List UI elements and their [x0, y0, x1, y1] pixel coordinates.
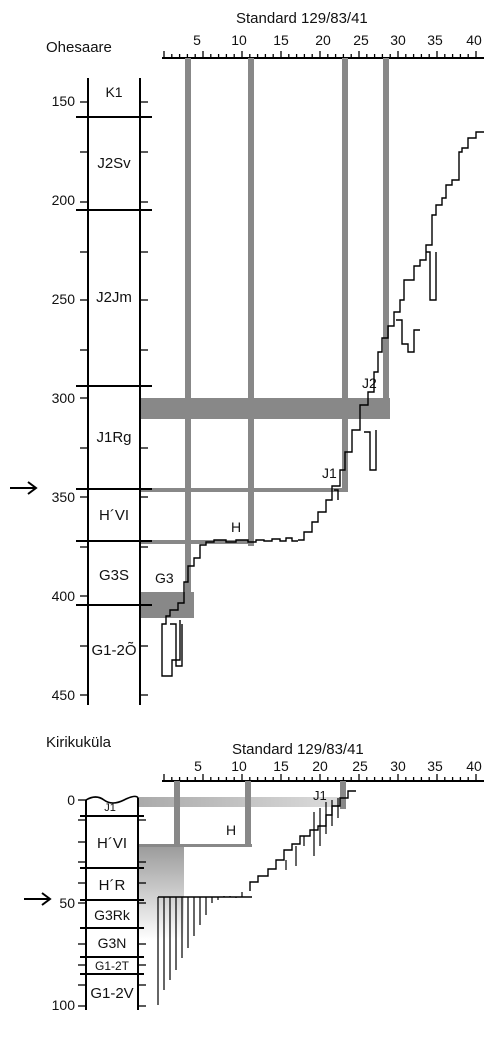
panel1-band-g3 — [185, 58, 191, 618]
panel1-unit-boundaries — [76, 116, 152, 606]
panel1-xtick-35: 35 — [427, 32, 443, 48]
panel2-xtick-20: 20 — [312, 758, 328, 774]
panel2-profile — [249, 790, 356, 891]
panel2-depth-100: 100 — [52, 997, 76, 1013]
panel2-unit-boundaries — [80, 815, 144, 975]
panel2-unit-g12t: G1-2T — [95, 959, 130, 973]
panel1-unit-j2jm: J2Jm — [96, 289, 132, 306]
panel1-unit-j2sv: J2Sv — [97, 155, 131, 172]
panel1-site-name: Ohesaare — [46, 39, 112, 56]
panel1-unit-k1: K1 — [105, 84, 122, 100]
panel1-depth-ticks — [80, 101, 148, 696]
panel2-unit-hr: H´R — [99, 877, 126, 894]
panel2-xtick-30: 30 — [390, 758, 406, 774]
panel2-site-name: Kirikuküla — [46, 734, 112, 751]
panel2-band-h — [245, 781, 251, 845]
panel1-depth-300: 300 — [52, 390, 76, 406]
panel2-xtick-35: 35 — [427, 758, 443, 774]
panel2-unit-g3rk: G3Rk — [94, 907, 131, 923]
panel2-standard-title: Standard 129/83/41 — [232, 741, 364, 758]
panel1-depth-350: 350 — [52, 489, 76, 505]
panel1-minor-ticks — [163, 51, 477, 58]
panel2-depth-ticks — [78, 799, 146, 1007]
panel1-unit-hvi: H´VI — [99, 507, 129, 524]
ohesaare-panel: Standard 129/83/41 Ohesaare 5 10 15 20 2… — [10, 10, 484, 705]
panel1-standard-title: Standard 129/83/41 — [236, 10, 368, 27]
panel1-xtick-20: 20 — [315, 32, 331, 48]
panel2-xtick-15: 15 — [273, 758, 289, 774]
panel1-unit-g3s: G3S — [99, 567, 129, 584]
panel1-xtick-15: 15 — [273, 32, 289, 48]
panel1-band-j2-horizontal — [140, 398, 390, 419]
panel2-xtick-5: 5 — [194, 758, 202, 774]
panel2-xtick-10: 10 — [231, 758, 247, 774]
panel2-unit-j1: J1 — [104, 802, 116, 814]
panel1-depth-450: 450 — [52, 687, 76, 703]
panel2-line-h — [138, 844, 252, 847]
panel2-marker-h: H — [226, 822, 236, 838]
panel1-band-h — [248, 58, 254, 546]
panel1-unit-j1rg: J1Rg — [96, 429, 131, 446]
panel2-xtick-40: 40 — [466, 758, 482, 774]
panel1-xtick-10: 10 — [231, 32, 247, 48]
panel1-xtick-25: 25 — [353, 32, 369, 48]
panel1-marker-h: H — [231, 519, 241, 535]
panel1-marker-g3: G3 — [155, 570, 174, 586]
panel2-unit-g12v: G1-2V — [90, 985, 133, 1002]
panel2-depth-50: 50 — [59, 895, 75, 911]
panel1-unit-g12o: G1-2Õ — [91, 642, 136, 659]
panel2-band-j1 — [340, 781, 346, 809]
panel2-range-lines — [157, 798, 339, 1005]
panel1-profile — [161, 131, 484, 677]
panel2-unit-g3n: G3N — [98, 935, 127, 951]
panel2-unit-hvi: H´VI — [97, 835, 127, 852]
panel1-band-j2 — [383, 58, 389, 416]
kirikukula-panel: Kirikuküla Standard 129/83/41 5 10 15 20… — [24, 734, 484, 1013]
panel1-marker-j1: J1 — [322, 465, 337, 481]
panel1-depth-400: 400 — [52, 588, 76, 604]
panel2-xtick-25: 25 — [352, 758, 368, 774]
panel2-minor-ticks — [163, 774, 477, 781]
panel1-depth-250: 250 — [52, 291, 76, 307]
panel2-arrow-icon — [24, 892, 52, 906]
panel1-xtick-40: 40 — [466, 32, 482, 48]
panel1-band-j1 — [342, 58, 348, 492]
panel1-depth-200: 200 — [52, 192, 76, 208]
panel1-depth-150: 150 — [52, 93, 76, 109]
panel2-band-j1-horizontal — [138, 797, 346, 807]
panel2-depth-0: 0 — [67, 792, 75, 808]
panel1-xtick-30: 30 — [390, 32, 406, 48]
panel1-line-h — [140, 540, 254, 544]
panel1-marker-j2: J2 — [362, 375, 377, 391]
panel1-arrow-icon — [10, 481, 38, 495]
panel2-shaded-area — [138, 845, 184, 940]
panel1-line-j1 — [140, 488, 348, 492]
panel1-xtick-5: 5 — [193, 32, 201, 48]
panel2-band-g3 — [174, 781, 180, 847]
panel2-marker-j1: J1 — [313, 788, 327, 803]
panel2-erosion-top — [85, 795, 139, 804]
